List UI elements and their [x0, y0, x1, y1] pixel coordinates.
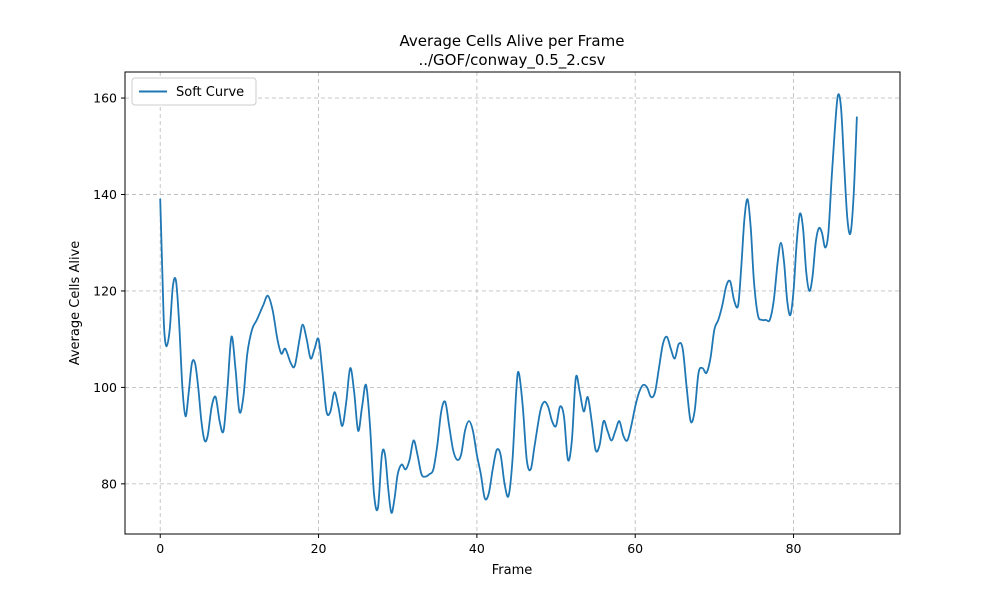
x-tick-label: 40 — [469, 541, 485, 556]
legend-label-soft-curve: Soft Curve — [176, 85, 244, 100]
x-axis-label: Frame — [492, 563, 533, 578]
ticks: 0 20 40 60 80 80 100 120 140 160 — [93, 91, 801, 556]
series-line-soft-curve — [159, 93, 858, 514]
legend-box — [131, 77, 257, 106]
y-tick-label: 120 — [93, 283, 117, 298]
chart-title: Average Cells Alive per Frame — [400, 32, 625, 50]
x-tick-label: 80 — [786, 541, 802, 556]
y-tick-label: 80 — [101, 476, 117, 491]
x-tick-label: 0 — [156, 541, 164, 556]
chart-subtitle: ../GOF/conway_0.5_2.csv — [418, 51, 605, 70]
y-tick-label: 160 — [93, 91, 117, 106]
plot-frame — [124, 71, 901, 535]
grid — [125, 72, 900, 534]
series-layer — [159, 93, 858, 514]
x-tick-label: 60 — [627, 541, 643, 556]
legend: Soft Curve — [131, 77, 257, 106]
x-tick-label: 20 — [311, 541, 327, 556]
y-tick-label: 140 — [93, 187, 117, 202]
y-tick-label: 100 — [93, 380, 117, 395]
y-axis-label: Average Cells Alive — [68, 241, 83, 366]
